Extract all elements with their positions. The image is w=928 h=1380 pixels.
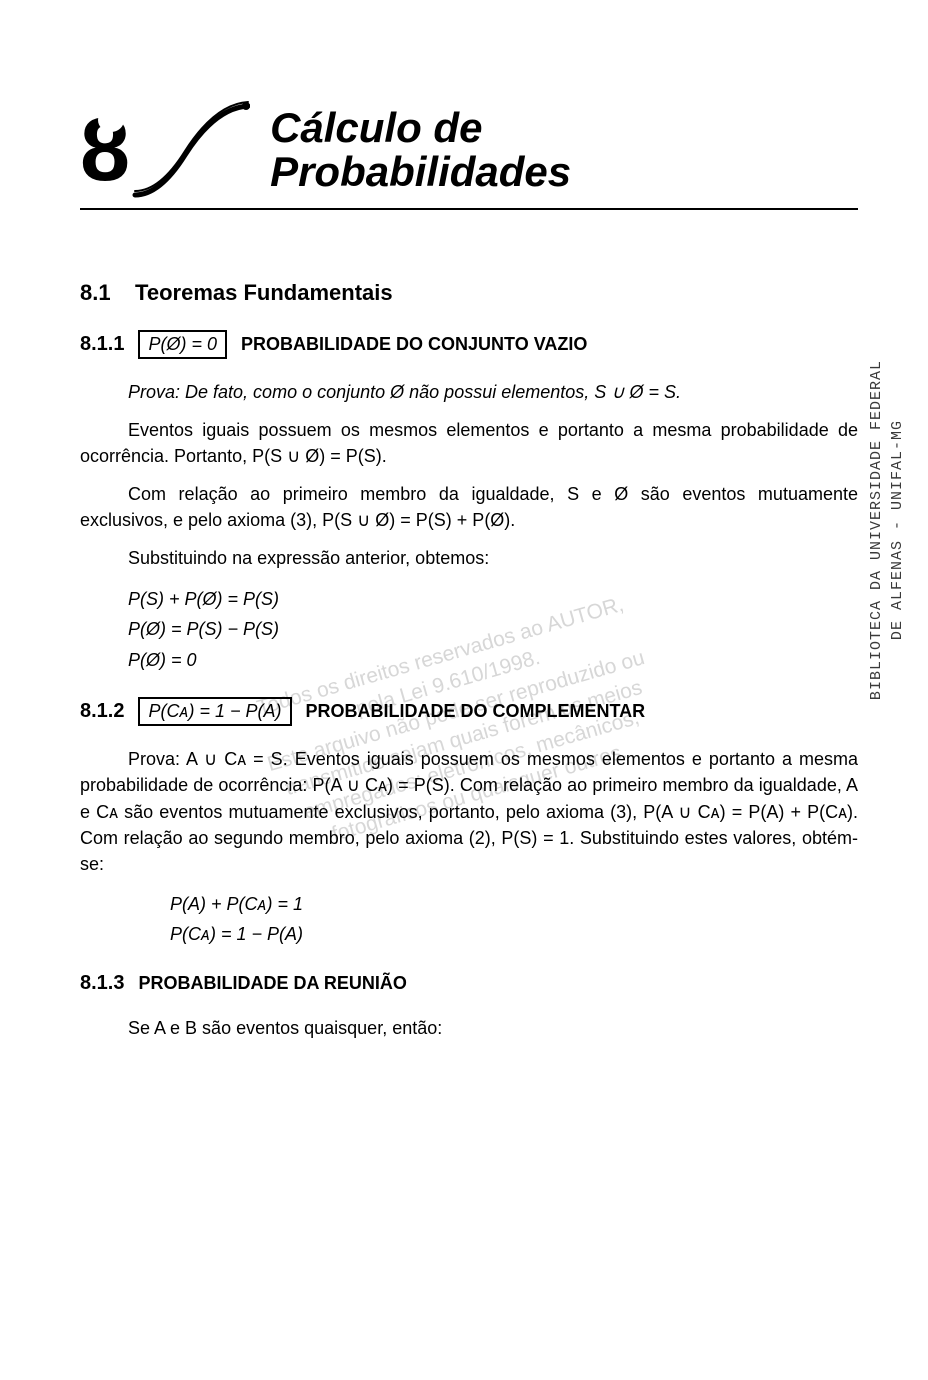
subsection-title: PROBABILIDADE DO CONJUNTO VAZIO: [241, 334, 587, 355]
chapter-number-wrap: 8: [80, 100, 250, 200]
chapter-divider: [80, 208, 858, 210]
section-heading: 8.1 Teoremas Fundamentais: [80, 280, 858, 306]
chapter-number-hole: [98, 108, 124, 132]
body-paragraph: Com relação ao primeiro membro da iguald…: [80, 481, 858, 533]
chapter-header: 8 Cálculo de Probabilidades: [80, 100, 858, 200]
body-paragraph: Se A e B são eventos quaisquer, então:: [80, 1015, 858, 1041]
equation-block: P(S) + P(Ø) = P(S) P(Ø) = P(S) − P(S) P(…: [128, 584, 858, 676]
subsection-title: PROBABILIDADE DO COMPLEMENTAR: [306, 701, 646, 722]
body-paragraph: Eventos iguais possuem os mesmos element…: [80, 417, 858, 469]
equation-line: P(Cᴀ) = 1 − P(A): [170, 919, 858, 950]
proof-paragraph: Prova: A ∪ Cᴀ = S. Eventos iguais possue…: [80, 746, 858, 876]
formula-box: P(Ø) = 0: [138, 330, 227, 359]
formula-box: P(Cᴀ) = 1 − P(A): [138, 697, 291, 726]
subsection-8-1-2-header: 8.1.2 P(Cᴀ) = 1 − P(A) PROBABILIDADE DO …: [80, 697, 858, 726]
equation-line: P(S) + P(Ø) = P(S): [128, 584, 858, 615]
body-paragraph: Substituindo na expressão anterior, obte…: [80, 545, 858, 571]
equation-line: P(A) + P(Cᴀ) = 1: [170, 889, 858, 920]
stamp-line: DE ALFENAS - UNIFAL-MG: [889, 420, 906, 640]
subsection-number: 8.1.2: [80, 700, 124, 723]
equation-line: P(Ø) = 0: [128, 645, 858, 676]
section-title: Teoremas Fundamentais: [135, 280, 393, 305]
library-stamp: BIBLIOTECA DA UNIVERSIDADE FEDERAL DE AL…: [866, 360, 908, 700]
chapter-title: Cálculo de Probabilidades: [270, 106, 571, 200]
section-number: 8.1: [80, 280, 111, 305]
subsection-number: 8.1.3: [80, 972, 124, 995]
subsection-8-1-3-header: 8.1.3 PROBABILIDADE DA REUNIÃO: [80, 972, 858, 995]
subsection-8-1-1-header: 8.1.1 P(Ø) = 0 PROBABILIDADE DO CONJUNTO…: [80, 330, 858, 359]
equation-block: P(A) + P(Cᴀ) = 1 P(Cᴀ) = 1 − P(A): [170, 889, 858, 950]
stamp-line: BIBLIOTECA DA UNIVERSIDADE FEDERAL: [868, 360, 885, 700]
subsection-title: PROBABILIDADE DA REUNIÃO: [138, 973, 406, 994]
subsection-number: 8.1.1: [80, 333, 124, 356]
page-content: 8 Cálculo de Probabilidades 8.1 Teoremas…: [80, 100, 858, 1041]
chapter-title-line: Cálculo de: [270, 104, 482, 151]
chapter-title-line: Probabilidades: [270, 148, 571, 195]
equation-line: P(Ø) = P(S) − P(S): [128, 614, 858, 645]
swoosh-icon: [130, 100, 250, 200]
proof-paragraph: Prova: De fato, como o conjunto Ø não po…: [80, 379, 858, 405]
